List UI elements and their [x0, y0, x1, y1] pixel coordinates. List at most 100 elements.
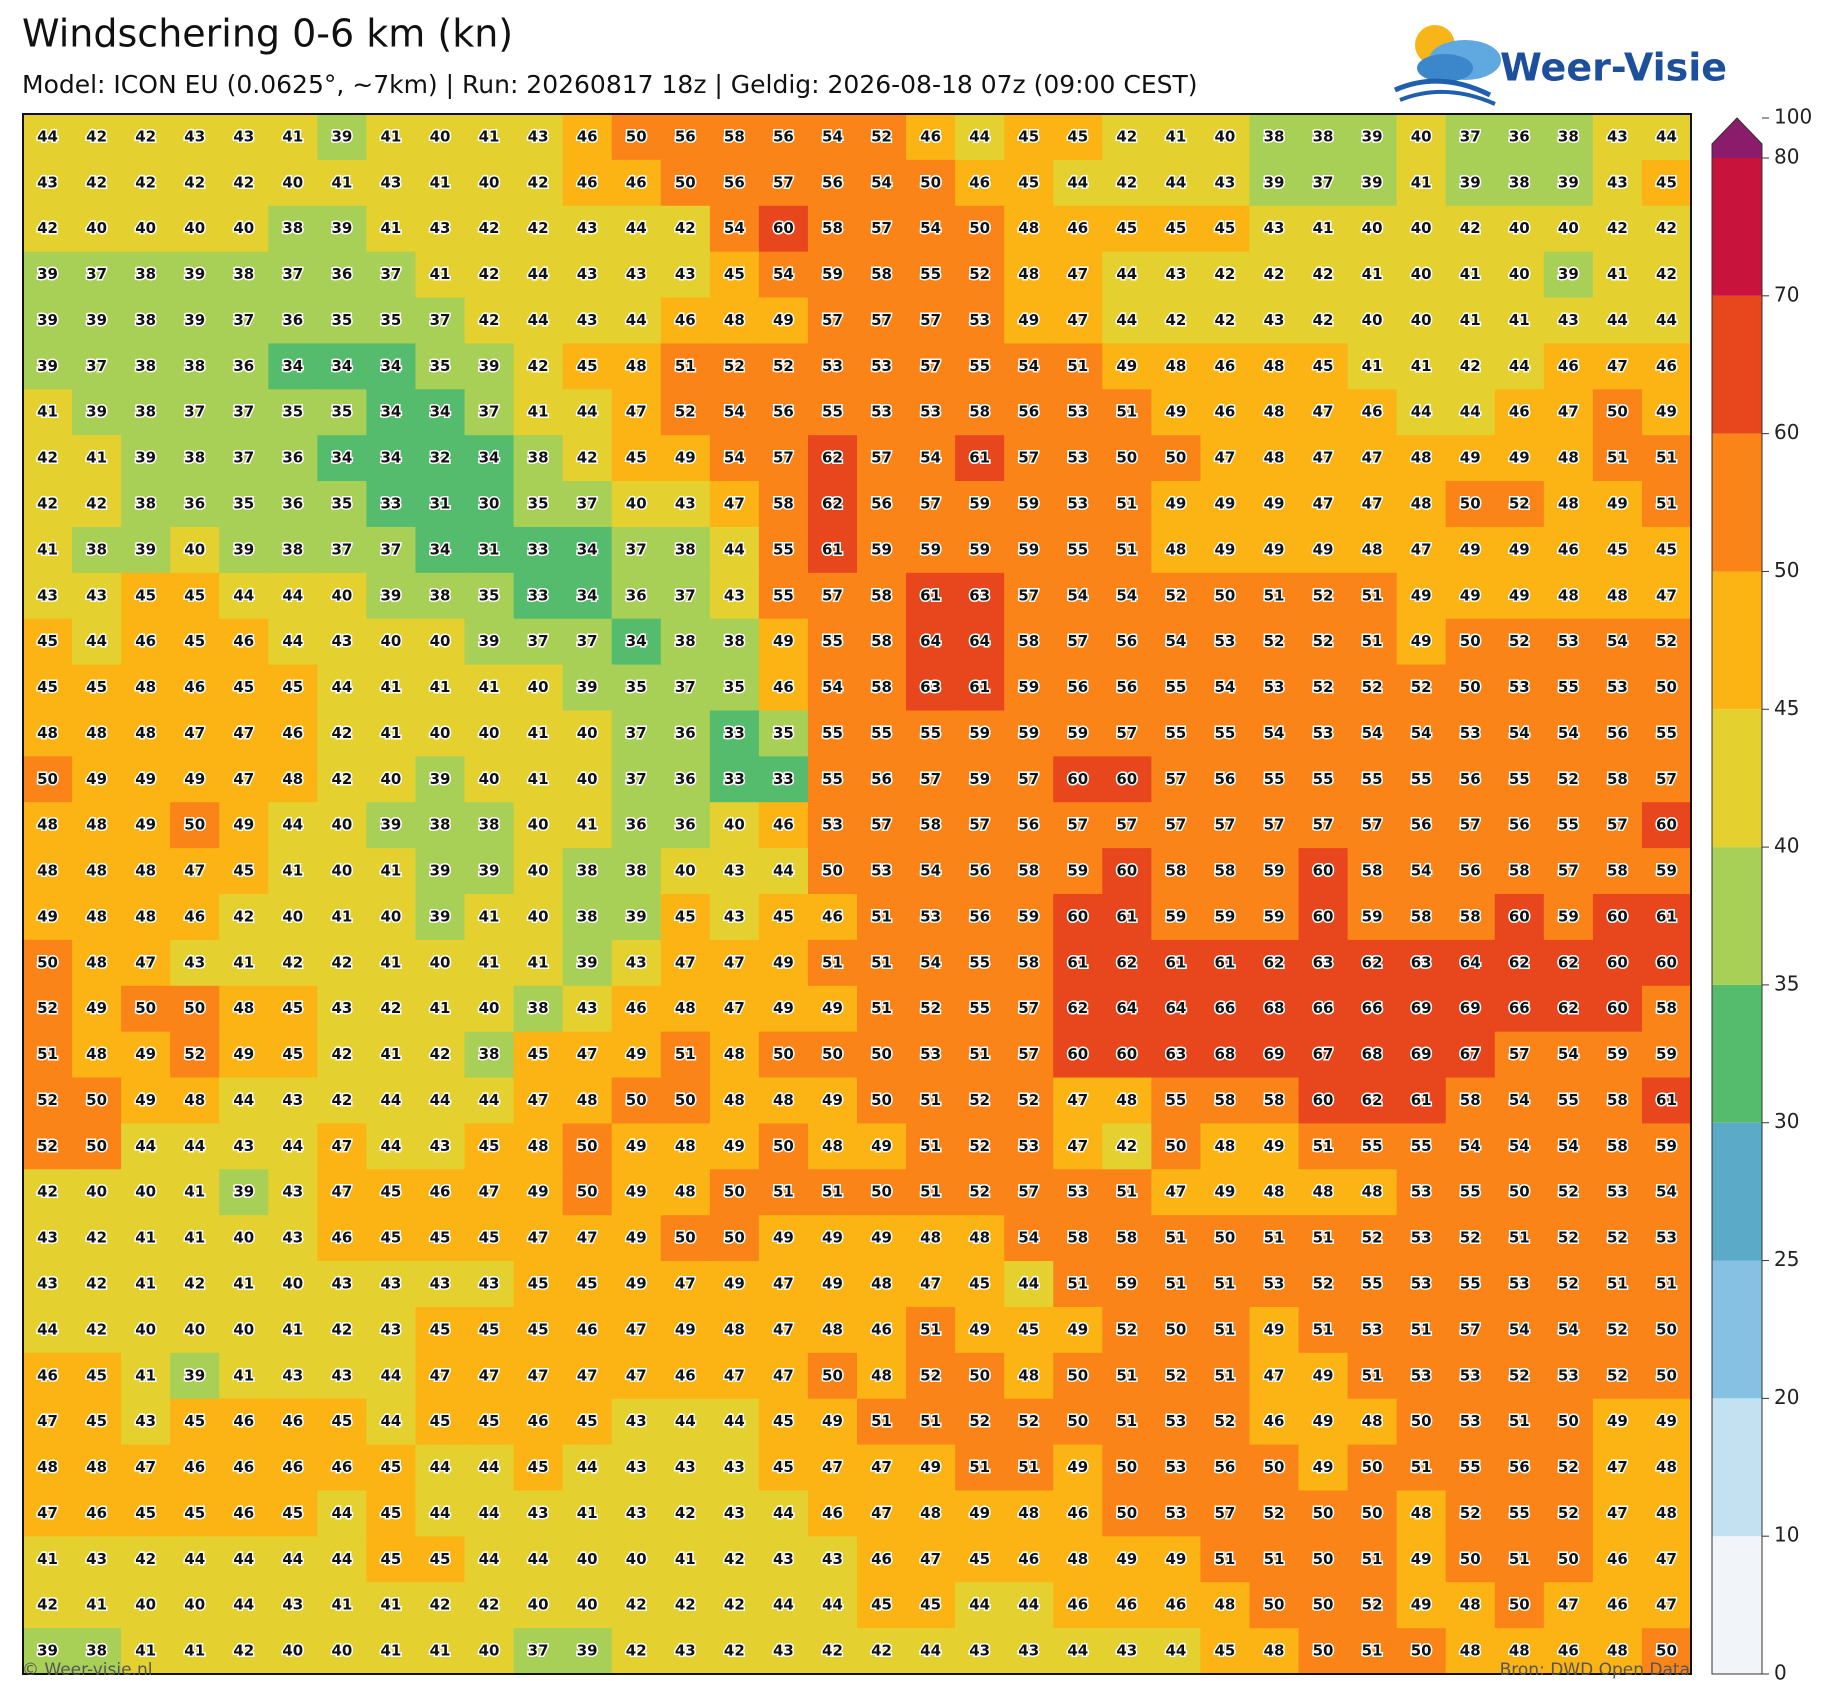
cell — [1053, 802, 1103, 849]
value-label: 58 — [822, 219, 843, 237]
value-label: 56 — [1018, 816, 1039, 834]
value-label: 56 — [1509, 816, 1530, 834]
value-label: 50 — [822, 862, 843, 880]
value-label: 51 — [920, 1412, 941, 1430]
cell — [415, 664, 466, 712]
value-label: 54 — [1656, 1183, 1677, 1201]
cell — [317, 343, 368, 390]
cell — [1641, 159, 1692, 207]
value-label: 42 — [381, 999, 402, 1017]
cell — [660, 802, 711, 849]
value-label: 42 — [724, 1550, 745, 1568]
value-label: 36 — [282, 495, 303, 513]
cell — [1445, 710, 1496, 757]
cell — [562, 1123, 613, 1170]
value-label: 62 — [1362, 1091, 1383, 1109]
value-label: 48 — [1018, 1504, 1039, 1522]
cell — [660, 481, 711, 528]
title: Windschering 0-6 km (kn) — [22, 12, 513, 56]
value-label: 46 — [1165, 1596, 1186, 1614]
value-label: 55 — [1558, 1091, 1579, 1109]
cell — [611, 939, 662, 987]
value-label: 53 — [1165, 1504, 1186, 1522]
cell — [660, 297, 711, 345]
cell — [709, 526, 760, 574]
value-label: 50 — [1067, 1412, 1088, 1430]
cell — [464, 205, 515, 253]
cell — [562, 1306, 613, 1354]
cell — [1445, 894, 1496, 941]
value-label: 49 — [135, 1091, 156, 1109]
cell — [906, 435, 956, 482]
cell — [170, 1352, 220, 1400]
cell — [758, 205, 809, 253]
cell — [415, 1031, 466, 1079]
value-label: 43 — [724, 586, 745, 604]
cell — [317, 435, 368, 482]
cell — [23, 1123, 73, 1170]
cell — [268, 1444, 318, 1492]
value-label: 56 — [1116, 632, 1137, 650]
value-label: 41 — [1607, 265, 1628, 283]
colorbar-tick-label: 10 — [1774, 1523, 1799, 1547]
value-label: 42 — [135, 173, 156, 191]
value-label: 62 — [822, 449, 843, 467]
cell — [1249, 1398, 1300, 1446]
cell — [1347, 1261, 1398, 1308]
cell — [1445, 664, 1496, 712]
cell — [1494, 1306, 1545, 1354]
value-label: 51 — [1116, 403, 1137, 421]
cell — [23, 1215, 73, 1262]
value-label: 51 — [1313, 1229, 1334, 1247]
value-label: 41 — [1460, 265, 1481, 283]
value-label: 48 — [86, 907, 107, 925]
value-label: 49 — [822, 1412, 843, 1430]
cell — [1200, 435, 1251, 482]
value-label: 50 — [1264, 1596, 1285, 1614]
value-label: 53 — [822, 357, 843, 375]
value-label: 50 — [1460, 678, 1481, 696]
cell — [1151, 985, 1202, 1033]
cell — [170, 159, 220, 207]
value-label: 58 — [1460, 907, 1481, 925]
value-label: 40 — [479, 173, 500, 191]
cell — [1004, 343, 1054, 390]
cell — [170, 1490, 220, 1537]
value-label: 58 — [1116, 1229, 1137, 1247]
cell — [1347, 297, 1398, 345]
value-label: 55 — [1362, 770, 1383, 788]
value-label: 43 — [724, 862, 745, 880]
cell — [1543, 756, 1594, 803]
cell — [317, 985, 368, 1033]
cell — [1298, 297, 1349, 345]
value-label: 57 — [1018, 999, 1039, 1017]
cell — [807, 618, 858, 666]
value-label: 42 — [331, 953, 352, 971]
value-label: 50 — [86, 1137, 107, 1155]
value-label: 43 — [822, 1550, 843, 1568]
cell — [611, 756, 662, 803]
value-label: 55 — [969, 999, 990, 1017]
value-label: 32 — [430, 449, 451, 467]
value-label: 57 — [871, 219, 892, 237]
cell — [709, 756, 760, 803]
value-label: 38 — [184, 449, 205, 467]
value-label: 45 — [1656, 173, 1677, 191]
value-label: 46 — [577, 1320, 598, 1338]
value-label: 40 — [331, 1642, 352, 1660]
value-label: 45 — [577, 1275, 598, 1293]
value-label: 51 — [1607, 449, 1628, 467]
value-label: 48 — [1509, 1642, 1530, 1660]
value-label: 49 — [184, 770, 205, 788]
cell — [955, 802, 1005, 849]
value-label: 37 — [528, 632, 549, 650]
value-label: 44 — [1607, 311, 1628, 329]
value-label: 49 — [675, 449, 696, 467]
value-label: 46 — [233, 632, 254, 650]
value-label: 44 — [724, 540, 745, 558]
cell — [464, 481, 515, 528]
value-label: 51 — [1362, 632, 1383, 650]
cell — [415, 481, 466, 528]
cell — [1053, 1031, 1103, 1079]
value-label: 44 — [479, 1458, 500, 1476]
